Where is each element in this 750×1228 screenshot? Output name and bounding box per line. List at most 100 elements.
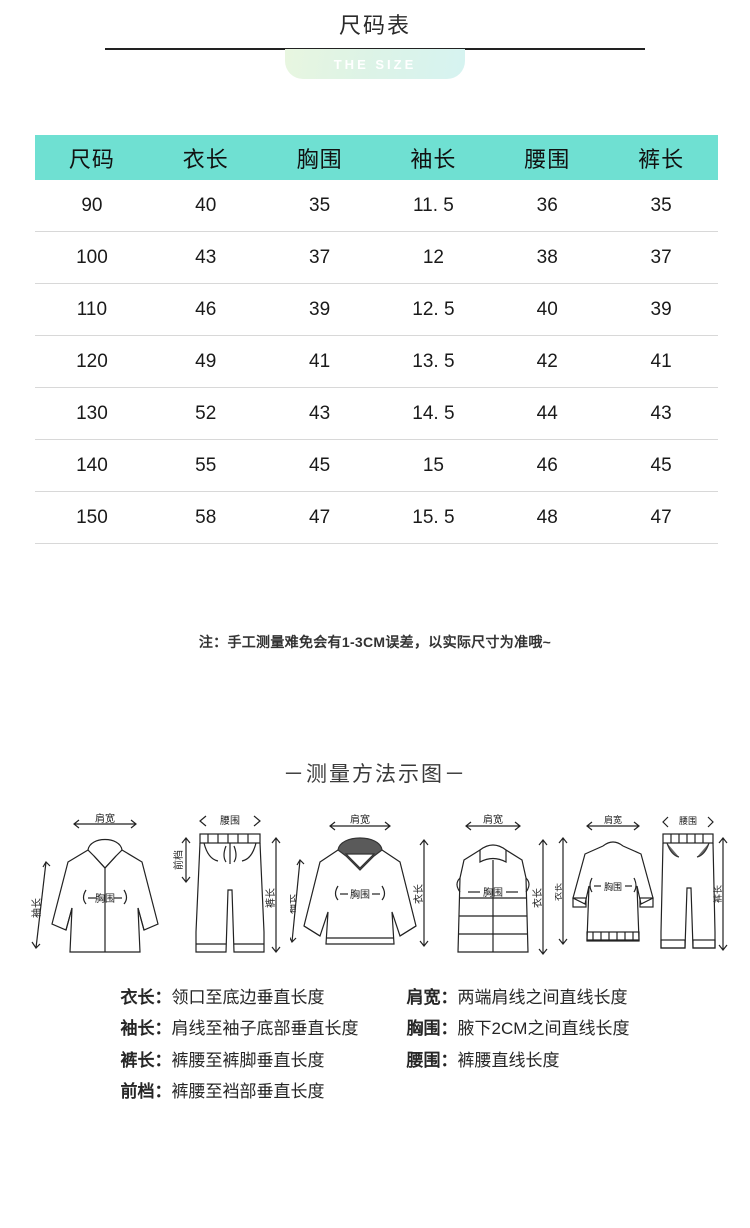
cell-length: 52 xyxy=(148,387,263,440)
legend-item-sleeve-length: 袖长：肩线至袖子底部垂直长度 xyxy=(121,1019,359,1039)
legend-item-waist: 腰围：裤腰直线长度 xyxy=(407,1051,630,1071)
legend-key: 衣长： xyxy=(120,988,172,1007)
cell-length: 43 xyxy=(148,231,263,284)
legend-value: 裤腰至裆部垂直长度 xyxy=(171,1082,325,1102)
cell-size: 110 xyxy=(35,283,149,336)
cell-length: 58 xyxy=(148,491,263,544)
page-title: 尺码表 xyxy=(338,13,411,38)
cell-sleeve: 11. 5 xyxy=(376,180,491,232)
cell-pant-length: 43 xyxy=(604,387,718,440)
legend-item-garment-length: 衣长：领口至底边垂直长度 xyxy=(121,988,359,1008)
measurement-legend: 衣长：领口至底边垂直长度 袖长：肩线至袖子底部垂直长度 裤长：裤腰至裤脚垂直长度… xyxy=(0,988,750,1103)
col-header-size: 尺码 xyxy=(35,135,149,180)
diagram-label-chest: 胸围 xyxy=(350,888,370,901)
diagram-sweatshirt-and-sweatpants: 肩宽 腰围 胸围 xyxy=(555,812,730,964)
cell-bust: 35 xyxy=(262,180,377,232)
diagram-label-chest: 胸围 xyxy=(95,892,115,905)
diagram-puffer-vest: 肩宽 胸围 衣长 xyxy=(430,812,555,964)
legend-item-shoulder-width: 肩宽：两端肩线之间直线长度 xyxy=(407,988,630,1008)
legend-value: 裤腰至裤脚垂直长度 xyxy=(171,1050,325,1070)
legend-key: 裤长： xyxy=(120,1050,172,1070)
diagram-label-sleeve: 袖长 xyxy=(30,898,43,918)
cell-bust: 37 xyxy=(262,231,377,284)
diagram-label-shoulder: 肩宽 xyxy=(483,813,503,826)
diagram-label-waist: 腰围 xyxy=(220,815,240,827)
cell-size: 140 xyxy=(35,439,149,492)
measurement-tolerance-note: 注：手工测量难免会有1-3CM误差，以实际尺寸为准哦~ xyxy=(198,634,552,650)
cell-bust: 39 xyxy=(262,283,377,336)
cell-length: 40 xyxy=(148,180,263,232)
cell-pant-length: 47 xyxy=(604,491,718,544)
cell-size: 150 xyxy=(35,491,149,544)
measurement-diagrams: 肩宽 胸围 袖长 腰围 xyxy=(30,812,730,964)
legend-value: 两端肩线之间直线长度 xyxy=(457,988,628,1007)
cell-length: 46 xyxy=(148,283,263,336)
cell-size: 90 xyxy=(35,180,149,232)
legend-value: 腋下2CM之间直线长度 xyxy=(457,1019,630,1039)
cell-size: 100 xyxy=(35,231,149,284)
size-table-wrap: 尺码 衣长 胸围 袖长 腰围 裤长 90 40 35 11. 5 36 35 1… xyxy=(35,135,718,544)
cell-length: 55 xyxy=(148,439,263,492)
cell-size: 120 xyxy=(35,335,149,388)
diagram-label-waist: 腰围 xyxy=(679,816,697,826)
table-row: 140 55 45 15 46 45 xyxy=(35,439,718,492)
cell-waist: 46 xyxy=(490,439,605,492)
legend-key: 腰围： xyxy=(406,1050,458,1070)
measure-section-title: －测量方法示图－ xyxy=(283,763,467,786)
cell-bust: 41 xyxy=(262,335,377,388)
diagram-label-length: 衣长 xyxy=(412,884,425,904)
cell-pant-length: 37 xyxy=(604,231,718,284)
the-size-label: THE SIZE xyxy=(333,56,417,72)
header-block: 尺码表 THE SIZE xyxy=(0,0,750,100)
legend-key: 胸围： xyxy=(406,1019,458,1039)
cell-waist: 42 xyxy=(490,335,605,388)
cell-sleeve: 13. 5 xyxy=(376,335,491,388)
diagram-label-length: 衣长 xyxy=(531,888,544,908)
col-header-sleeve: 袖长 xyxy=(376,135,491,180)
diagram-label-chest: 胸围 xyxy=(483,886,503,899)
cell-pant-length: 45 xyxy=(604,439,718,492)
legend-value: 肩线至袖子底部垂直长度 xyxy=(171,1019,359,1039)
legend-value: 领口至底边垂直长度 xyxy=(171,988,325,1007)
col-header-length: 衣长 xyxy=(148,135,263,180)
col-header-bust: 胸围 xyxy=(262,135,377,180)
diagram-label-pant-length: 裤长 xyxy=(264,888,277,908)
legend-value: 裤腰直线长度 xyxy=(457,1050,560,1070)
cell-length: 49 xyxy=(148,335,263,388)
legend-item-bust: 胸围：腋下2CM之间直线长度 xyxy=(407,1019,630,1039)
table-row: 130 52 43 14. 5 44 43 xyxy=(35,387,718,440)
diagram-pants: 腰围 前档 xyxy=(170,812,290,964)
diagram-hoodie-jacket: 肩宽 胸围 袖长 xyxy=(30,812,170,964)
cell-bust: 43 xyxy=(262,387,377,440)
cell-size: 130 xyxy=(35,387,149,440)
diagram-label-rise: 前档 xyxy=(172,850,185,870)
table-header-row: 尺码 衣长 胸围 袖长 腰围 裤长 xyxy=(35,135,718,180)
table-row: 120 49 41 13. 5 42 41 xyxy=(35,335,718,388)
cell-waist: 38 xyxy=(490,231,605,284)
cell-sleeve: 15 xyxy=(376,439,491,492)
cell-waist: 36 xyxy=(490,180,605,232)
diagram-label-shoulder: 肩宽 xyxy=(604,814,622,825)
cell-sleeve: 12 xyxy=(376,231,491,284)
cell-bust: 47 xyxy=(262,491,377,544)
the-size-badge: THE SIZE xyxy=(285,49,465,79)
diagram-label-pant-length: 裤长 xyxy=(712,885,723,903)
legend-column-right: 肩宽：两端肩线之间直线长度 胸围：腋下2CM之间直线长度 腰围：裤腰直线长度 xyxy=(407,988,630,1103)
diagram-label-shoulder: 肩宽 xyxy=(95,812,115,825)
table-row: 110 46 39 12. 5 40 39 xyxy=(35,283,718,336)
cell-waist: 48 xyxy=(490,491,605,544)
col-header-pant-length: 裤长 xyxy=(604,135,718,180)
legend-key: 肩宽： xyxy=(406,988,458,1007)
cell-pant-length: 35 xyxy=(604,180,718,232)
table-row: 90 40 35 11. 5 36 35 xyxy=(35,180,718,232)
cell-bust: 45 xyxy=(262,439,377,492)
cell-waist: 40 xyxy=(490,283,605,336)
diagram-label-length: 衣长 xyxy=(555,883,563,901)
col-header-waist: 腰围 xyxy=(490,135,605,180)
diagram-pullover-hoodie: 肩宽 胸围 袖长 衣长 xyxy=(290,812,430,964)
legend-column-left: 衣长：领口至底边垂直长度 袖长：肩线至袖子底部垂直长度 裤长：裤腰至裤脚垂直长度… xyxy=(121,988,359,1103)
cell-sleeve: 12. 5 xyxy=(376,283,491,336)
diagram-label-chest: 胸围 xyxy=(604,881,622,892)
cell-sleeve: 14. 5 xyxy=(376,387,491,440)
legend-item-pant-length: 裤长：裤腰至裤脚垂直长度 xyxy=(121,1051,359,1071)
